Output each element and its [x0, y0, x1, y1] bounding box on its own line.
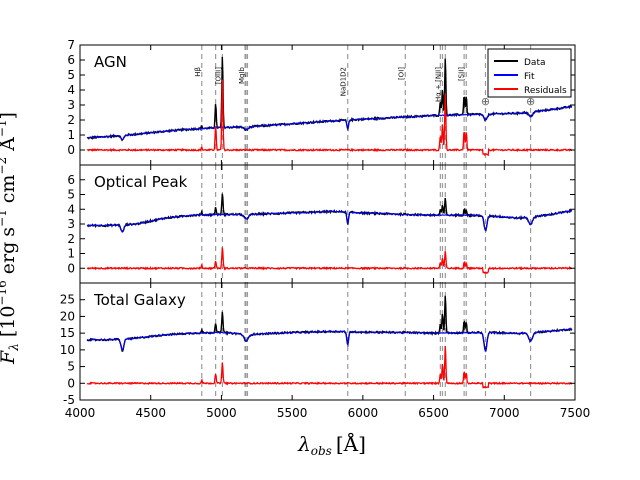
line-label: NaD1D2	[340, 67, 348, 96]
legend-entry: Fit	[524, 72, 535, 82]
y-tick-label: 5	[67, 68, 75, 82]
line-label: MgIb	[238, 66, 246, 84]
residuals-series	[86, 345, 573, 389]
line-label: [OI]	[397, 67, 405, 80]
fit-series	[86, 209, 573, 233]
x-tick-label: 4000	[65, 406, 96, 420]
line-markers	[201, 165, 532, 283]
fit-series	[86, 328, 573, 353]
y-tick-label: 2	[67, 113, 75, 127]
panel-frame	[79, 282, 576, 401]
y-tick-label: 3	[67, 98, 75, 112]
x-tick-label: 6500	[418, 406, 449, 420]
y-tick-label: 25	[60, 293, 75, 307]
y-tick-label: 0	[67, 376, 75, 390]
y-tick-label: 1	[67, 128, 75, 142]
y-axis-label: Fλ[10−16ergs−1cm−2Å−1]	[0, 112, 21, 365]
legend-entry: Data	[524, 58, 546, 68]
y-tick-label: 0	[67, 261, 75, 275]
x-tick-label: 7000	[489, 406, 520, 420]
y-tick-label: 5	[67, 360, 75, 374]
legend: Data Fit Residuals	[487, 48, 572, 98]
line-label: [SII]	[457, 67, 465, 81]
panel-title: Optical Peak	[94, 173, 188, 191]
y-tick-label: 2	[67, 232, 75, 246]
residuals-series	[86, 247, 573, 275]
spectra	[86, 295, 573, 389]
telluric-label: ⊕	[526, 95, 535, 108]
legend-entry: Residuals	[524, 86, 567, 96]
y-tick-label: 3	[67, 217, 75, 231]
panel-title: AGN	[94, 53, 127, 71]
y-tick-label: 6	[67, 173, 75, 187]
line-label: Hβ	[194, 67, 202, 77]
y-tick-label: -5	[63, 393, 75, 407]
x-tick-label: 7500	[560, 406, 591, 420]
y-tick-label: 4	[67, 83, 75, 97]
panel-title: Total Galaxy	[93, 291, 186, 309]
telluric-label: ⊕	[481, 95, 490, 108]
fit-series	[86, 105, 573, 141]
spectra	[86, 56, 573, 157]
x-tick-label: 6000	[348, 406, 379, 420]
y-tick-label: 0	[67, 143, 75, 157]
y-tick-label: 20	[60, 309, 75, 323]
x-tick-label: 5500	[277, 406, 308, 420]
y-tick-label: 6	[67, 53, 75, 67]
x-tick-label: 4500	[135, 406, 166, 420]
residuals-series	[87, 79, 573, 157]
panel-total-galaxy: -5 0 5 10 15 20 25 Total Galaxy 4000 4500 5000 5500…	[60, 282, 591, 420]
x-axis-label: λobs [Å]	[297, 431, 366, 458]
line-label: [OIII]	[214, 67, 222, 84]
y-tick-label: 4	[67, 202, 75, 216]
x-tick-label: 5000	[206, 406, 237, 420]
y-tick-label: 1	[67, 247, 75, 261]
y-tick-label: 7	[67, 38, 75, 52]
y-tick-label: 10	[60, 343, 75, 357]
spectra	[86, 193, 573, 275]
line-label: Hα + [NII]	[434, 67, 442, 102]
y-tick-label: 5	[67, 188, 75, 202]
y-tick-label: 15	[60, 326, 75, 340]
